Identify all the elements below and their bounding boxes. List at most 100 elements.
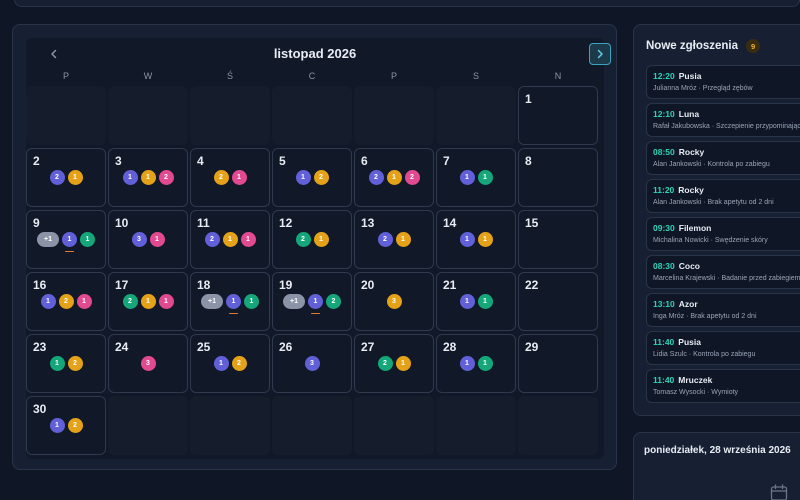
appointment-count-badge: 2	[213, 170, 229, 185]
day-cell[interactable]: 11 2 1 1	[190, 210, 270, 269]
day-cell[interactable]: 27 2 1	[354, 334, 434, 393]
day-number: 30	[33, 402, 47, 416]
request-card[interactable]: 08:50 Rocky Alan Jankowski · Kontrola po z…	[646, 141, 800, 175]
day-cell[interactable]: 8	[518, 148, 598, 207]
appointment-count-badge: 1	[295, 170, 311, 185]
day-cell[interactable]: 9 +1 1 1	[26, 210, 106, 269]
appointment-count-badge: 1	[395, 356, 411, 371]
appointment-count-badge: 1	[459, 170, 475, 185]
day-cell[interactable]: 24 3	[108, 334, 188, 393]
day-cell[interactable]: 13 2 1	[354, 210, 434, 269]
request-header: 11:40 Mruczek	[653, 375, 800, 385]
request-time: 11:20	[653, 185, 675, 195]
empty-day-cell	[354, 86, 434, 145]
day-number: 29	[525, 340, 539, 354]
request-details: Marcelina Krajewski · Badanie przed zabi…	[653, 275, 800, 282]
empty-day-cell	[108, 396, 188, 455]
calendar-grid: 1 2 2 1 3 1 1 2 4 2 1 5 1 2 6 2 1 2 7 1 1 8 9 +1 1 1 10 3 1 11 2 1 1 12 2 1…	[26, 38, 604, 459]
more-appointments-badge[interactable]: +1	[37, 232, 59, 247]
day-cell[interactable]: 15	[518, 210, 598, 269]
calendar-header: listopad 2026	[26, 38, 611, 68]
day-cell[interactable]: 18 +1 1 1	[190, 272, 270, 331]
appointment-count-badge: 1	[80, 232, 95, 247]
request-card[interactable]: 11:20 Rocky Alan Jankowski · Brak apetytu …	[646, 179, 800, 213]
appointment-badges: +1 1 2	[273, 294, 351, 314]
day-cell[interactable]: 14 1 1	[436, 210, 516, 269]
appointment-count-badge: 2	[231, 356, 247, 371]
request-card[interactable]: 11:40 Mruczek Tomasz Wysocki · Wymioty	[646, 369, 800, 403]
appointment-count-badge: 1	[49, 356, 65, 371]
day-number: 18	[197, 278, 211, 292]
appointment-count-badge: 2	[122, 294, 138, 309]
day-cell[interactable]: 20 3	[354, 272, 434, 331]
appointment-count-badge: 1	[477, 232, 493, 247]
day-cell[interactable]: 26 3	[272, 334, 352, 393]
more-appointments-badge[interactable]: +1	[283, 294, 305, 309]
request-card[interactable]: 09:30 Filemon Michalina Nowicki · Swędzeni…	[646, 217, 800, 251]
appointment-count-badge: 1	[140, 170, 156, 185]
day-cell[interactable]: 10 3 1	[108, 210, 188, 269]
more-appointments-badge[interactable]: +1	[201, 294, 223, 309]
request-time: 08:30	[653, 261, 675, 271]
chevron-right-icon	[597, 49, 603, 59]
day-cell[interactable]: 19 +1 1 2	[272, 272, 352, 331]
request-card[interactable]: 11:40 Pusia Lidia Szulc · Kontrola po zabi…	[646, 331, 800, 365]
weekday-label: W	[143, 71, 153, 81]
day-cell[interactable]: 21 1 1	[436, 272, 516, 331]
request-details: Michalina Nowicki · Swędzenie skóry	[653, 237, 768, 244]
appointment-count-badge: 1	[76, 294, 92, 309]
request-card[interactable]: 08:30 Coco Marcelina Krajewski · Badanie p…	[646, 255, 800, 289]
day-cell[interactable]: 17 2 1 1	[108, 272, 188, 331]
day-cell[interactable]: 1	[518, 86, 598, 145]
empty-day-cell	[190, 86, 270, 145]
request-card[interactable]: 12:10 Luna Rafał Jakubowska · Szczepienie …	[646, 103, 800, 137]
day-number: 19	[279, 278, 293, 292]
request-pet-name: Rocky	[678, 147, 705, 157]
day-number: 14	[443, 216, 457, 230]
request-header: 08:50 Rocky	[653, 147, 800, 157]
day-number: 6	[361, 154, 368, 168]
day-cell[interactable]: 16 1 2 1	[26, 272, 106, 331]
day-cell[interactable]: 28 1 1	[436, 334, 516, 393]
appointment-count-badge: 1	[386, 170, 402, 185]
day-cell[interactable]: 30 1 2	[26, 396, 106, 455]
appointment-count-badge: 2	[404, 170, 420, 185]
empty-day-cell	[518, 396, 598, 455]
day-number: 4	[197, 154, 204, 168]
request-card[interactable]: 13:10 Azor Inga Mróz · Brak apetytu od 2 d…	[646, 293, 800, 327]
appointment-count-badge: 2	[204, 232, 220, 247]
prev-month-button[interactable]	[43, 43, 65, 65]
day-number: 27	[361, 340, 375, 354]
day-cell[interactable]: 29	[518, 334, 598, 393]
day-number: 26	[279, 340, 293, 354]
appointment-badges: 3	[355, 294, 433, 309]
day-cell[interactable]: 23 1 2	[26, 334, 106, 393]
day-number: 15	[525, 216, 539, 230]
day-number: 17	[115, 278, 129, 292]
day-cell[interactable]: 22	[518, 272, 598, 331]
day-cell[interactable]: 12 2 1	[272, 210, 352, 269]
day-cell[interactable]: 25 1 2	[190, 334, 270, 393]
weekday-label: N	[554, 71, 562, 81]
request-header: 11:20 Rocky	[653, 185, 800, 195]
request-details: Lidia Szulc · Kontrola po zabiegu	[653, 351, 756, 358]
appointment-count-badge: 1	[158, 294, 174, 309]
appointment-count-badge: 1	[62, 232, 77, 252]
request-card[interactable]: 12:20 Pusia Julianna Mróz · Przegląd zębów	[646, 65, 800, 99]
appointment-count-badge: 1	[67, 170, 83, 185]
appointment-badges: +1 1 1	[27, 232, 105, 252]
next-month-button[interactable]	[589, 43, 611, 65]
